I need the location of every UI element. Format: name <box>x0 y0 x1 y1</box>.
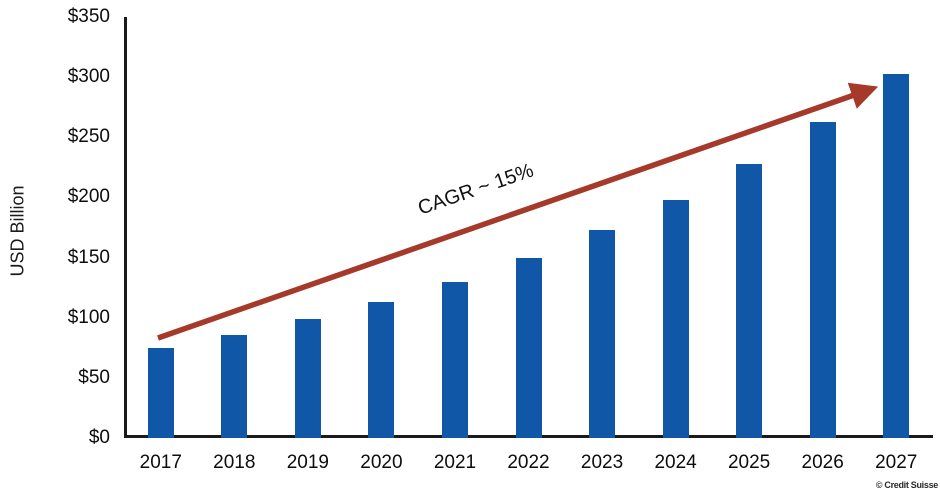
x-tick-label: 2021 <box>433 452 477 473</box>
bar-2023 <box>589 229 616 438</box>
bar-2021 <box>441 281 468 438</box>
bar-2019 <box>294 318 321 438</box>
bar-2017 <box>147 347 174 438</box>
y-tick-label: $250 <box>67 126 110 148</box>
x-tick-label: 2026 <box>801 452 844 473</box>
bar-2026 <box>809 121 836 438</box>
y-tick-label: $200 <box>67 186 110 208</box>
x-tick-label: 2018 <box>213 452 256 473</box>
bar-2025 <box>736 163 763 438</box>
x-tick-label: 2027 <box>875 452 918 473</box>
x-tick-label: 2022 <box>507 452 550 473</box>
watermark-credit: © Credit Suisse <box>875 480 938 490</box>
x-tick-label: 2020 <box>360 452 403 473</box>
x-tick-label: 2017 <box>139 452 182 473</box>
bar-2018 <box>221 334 248 438</box>
bar-2022 <box>515 257 542 438</box>
x-tick-label: 2025 <box>727 452 771 473</box>
bar-2027 <box>883 73 910 438</box>
y-tick-label: $100 <box>67 306 110 328</box>
y-tick-label: $0 <box>88 427 110 448</box>
y-tick-label: $300 <box>67 66 110 88</box>
x-tick-label: 2023 <box>580 452 624 473</box>
bar-2020 <box>368 302 395 438</box>
x-tick-label: 2019 <box>286 452 329 473</box>
y-tick-label: $150 <box>67 246 110 268</box>
x-tick-label: 2024 <box>654 452 697 473</box>
y-tick-label: $50 <box>78 366 110 388</box>
bar-2024 <box>662 199 689 438</box>
y-tick-label: $350 <box>67 6 110 27</box>
y-axis-title: USD Billion <box>7 185 28 277</box>
